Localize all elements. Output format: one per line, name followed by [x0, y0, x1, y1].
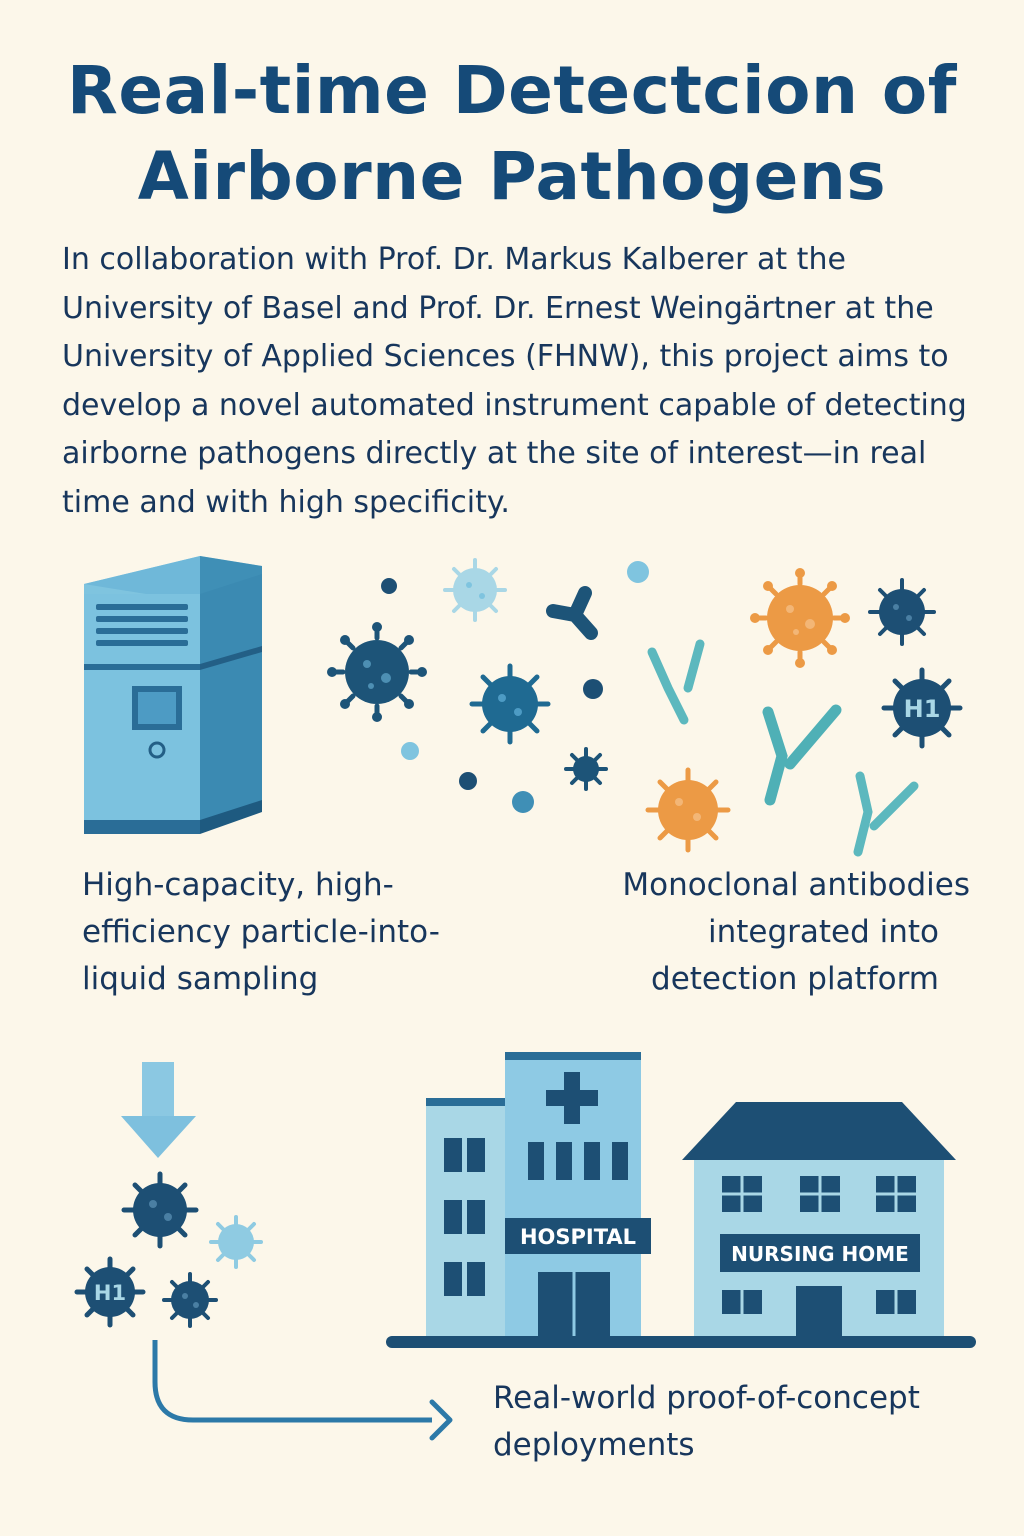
particle-dots	[381, 561, 649, 813]
virus-icon	[868, 578, 936, 646]
sampled-viruses: H1	[74, 1171, 263, 1328]
curved-arrow-icon	[152, 1340, 453, 1441]
antibodies-caption-line: integrated into	[707, 914, 939, 950]
virus-icon	[645, 767, 731, 853]
virus-icon	[564, 747, 608, 791]
virus-icon	[121, 1171, 199, 1249]
virus-icon	[750, 568, 850, 668]
sampler-device-icon	[84, 556, 262, 834]
virus-icon	[469, 663, 551, 745]
antibody-icon	[647, 639, 705, 725]
particle-icon	[546, 586, 598, 640]
buildings: HOSPITAL NURSING HOME	[386, 1052, 976, 1348]
nursing-home-sign: NURSING HOME	[731, 1242, 909, 1266]
h1-virus-icon: H1	[74, 1256, 146, 1328]
deployments-caption: Real-world proof-of-concept deployments	[493, 1380, 920, 1463]
sampling-caption: High-capacity, high-efficiency particle-…	[82, 867, 440, 997]
antibodies-caption-line: Monoclonal antibodies	[622, 867, 970, 903]
virus-icon	[443, 558, 507, 622]
medical-cross-icon	[546, 1072, 598, 1124]
down-arrow-icon	[121, 1062, 196, 1158]
h1-label: H1	[904, 695, 941, 723]
page-title: Real-time Detectcion of Airborne Pathoge…	[67, 52, 957, 215]
virus-icon	[327, 622, 427, 722]
antibody-icon	[853, 771, 919, 857]
antibody-icon	[762, 704, 842, 806]
intro-paragraph: In collaboration with Prof. Dr. Markus K…	[62, 242, 967, 520]
virus-icon	[209, 1215, 263, 1269]
h1-label: H1	[94, 1281, 126, 1305]
h1-virus-icon: H1	[881, 667, 963, 749]
antibodies-caption-line: detection platform	[651, 961, 939, 997]
hospital-sign: HOSPITAL	[520, 1225, 636, 1249]
virus-icon	[162, 1272, 218, 1328]
antibodies-caption: Monoclonal antibodies integrated into de…	[540, 862, 970, 1003]
virus-cloud: H1	[327, 558, 963, 857]
